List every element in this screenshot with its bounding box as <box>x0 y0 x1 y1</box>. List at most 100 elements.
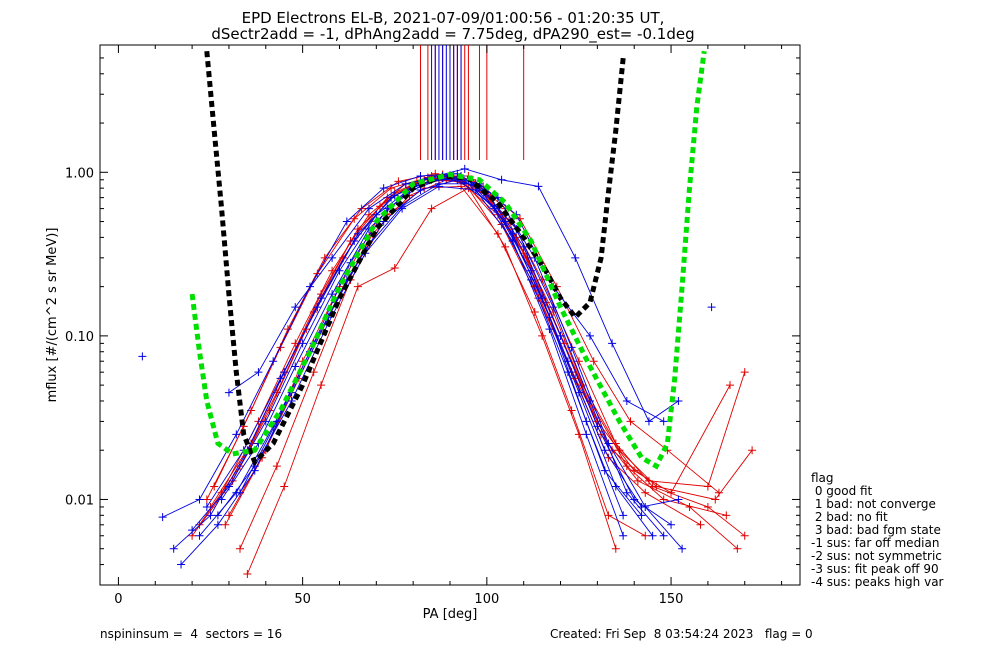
series-blue-point <box>644 417 653 426</box>
series-blue-point <box>534 182 543 191</box>
y-tick-label: 1.00 <box>65 166 94 181</box>
series-red-point <box>538 331 547 340</box>
series-red-point <box>685 502 694 511</box>
series-red-point <box>493 229 502 238</box>
series-red-point <box>574 357 583 366</box>
series-red-point <box>574 430 583 439</box>
x-tick-label: 150 <box>659 592 684 607</box>
series-red-point <box>604 511 613 520</box>
outlier-point <box>138 352 147 361</box>
series-blue-point <box>678 544 687 553</box>
series-blue-point <box>622 396 631 405</box>
series-blue-point <box>213 511 222 520</box>
series-red-point <box>633 476 642 485</box>
series-red-point <box>221 520 230 529</box>
series-blue-point <box>401 179 410 188</box>
series-blue-point <box>269 357 278 366</box>
series-red-point <box>740 531 749 540</box>
series-blue-point <box>224 482 233 491</box>
series-blue-point <box>306 282 314 291</box>
series-blue-point <box>611 482 620 491</box>
series-red-point <box>733 544 742 553</box>
series-red-point <box>696 520 705 529</box>
series-blue-point <box>364 204 373 213</box>
series-blue-point <box>648 531 657 540</box>
series-blue-point <box>586 396 594 405</box>
series-red-point <box>202 495 211 504</box>
footer-right: Created: Fri Sep 8 03:54:24 2023 flag = … <box>550 627 813 641</box>
series-red-point <box>611 544 620 553</box>
series-blue-point <box>342 217 351 226</box>
fit-curve-green <box>189 50 707 470</box>
series-blue-point <box>328 253 337 262</box>
series-blue-point <box>416 171 425 180</box>
series-blue-point <box>236 488 244 497</box>
series-blue-point <box>659 531 668 540</box>
x-tick-label: 100 <box>474 592 499 607</box>
series-red-point <box>703 502 712 511</box>
series-blue-point <box>276 374 285 383</box>
y-axis-label: mflux [#/(cm^2 s sr MeV)] <box>45 228 60 403</box>
legend-item: -4 sus: peaks high var <box>811 575 944 589</box>
y-tick-label: 0.10 <box>65 330 94 345</box>
series-red-line <box>224 179 720 526</box>
series-blue-point <box>604 439 613 448</box>
series-blue-point <box>619 511 628 520</box>
series-blue-point <box>608 339 617 348</box>
series-blue-point <box>188 526 197 535</box>
series-red-point <box>272 462 281 471</box>
series-blue-line <box>199 179 679 537</box>
data-layer <box>138 45 757 579</box>
series-red-point <box>626 417 635 426</box>
series-blue-point <box>545 313 554 322</box>
series-blue-point <box>254 368 263 377</box>
series-blue-point <box>582 430 591 439</box>
legend-item: -2 sus: not symmetric <box>811 549 942 563</box>
series-red-point <box>236 544 244 553</box>
series-red-point <box>390 263 399 272</box>
series-blue-point <box>674 495 683 504</box>
series-blue-point <box>582 417 591 426</box>
series-blue-point <box>667 520 676 529</box>
series-blue-point <box>158 513 167 522</box>
series-blue-point <box>641 502 650 511</box>
series-red-point <box>309 368 318 377</box>
series-blue-line <box>206 168 679 508</box>
series-blue-point <box>298 339 307 348</box>
series-red-point <box>622 462 631 471</box>
series-blue-point <box>206 511 215 520</box>
series-red-point <box>280 482 289 491</box>
series-blue-point <box>202 502 211 511</box>
series-blue-point <box>586 331 594 340</box>
series-blue-point <box>224 388 233 397</box>
axis-layer: 0 50 100 150 1.00 0.10 0.01 <box>65 44 800 607</box>
series-blue-point <box>213 520 222 529</box>
series-red-point <box>740 368 749 377</box>
series-red-point <box>641 488 650 497</box>
series-red-point <box>722 511 731 520</box>
series-red-point <box>748 446 757 455</box>
series-blue-point <box>387 193 396 202</box>
series-blue-point <box>195 531 204 540</box>
series-red-point <box>394 177 403 186</box>
series-red-point <box>604 453 613 462</box>
series-blue-point <box>169 544 178 553</box>
legend-item: -1 sus: far off median <box>811 536 940 550</box>
legend-item: 0 good fit <box>811 484 873 498</box>
series-blue-point <box>527 266 536 275</box>
series-blue-point <box>545 325 554 334</box>
series-blue-point <box>567 343 576 352</box>
series-red-point <box>276 343 285 352</box>
y-tick-label: 0.01 <box>65 493 94 508</box>
series-blue-point <box>674 396 683 405</box>
series-blue-point <box>313 303 322 312</box>
series-red-point <box>427 204 436 213</box>
series-red-point <box>317 381 326 390</box>
series-blue-point <box>291 362 300 371</box>
series-red-point <box>376 202 384 211</box>
series-blue-point <box>600 446 609 455</box>
series-blue-point <box>434 182 443 191</box>
chart-subtitle: dSectr2add = -1, dPhAng2add = 7.75deg, d… <box>211 25 694 44</box>
series-red-line <box>239 185 646 549</box>
series-blue-line <box>221 177 665 537</box>
